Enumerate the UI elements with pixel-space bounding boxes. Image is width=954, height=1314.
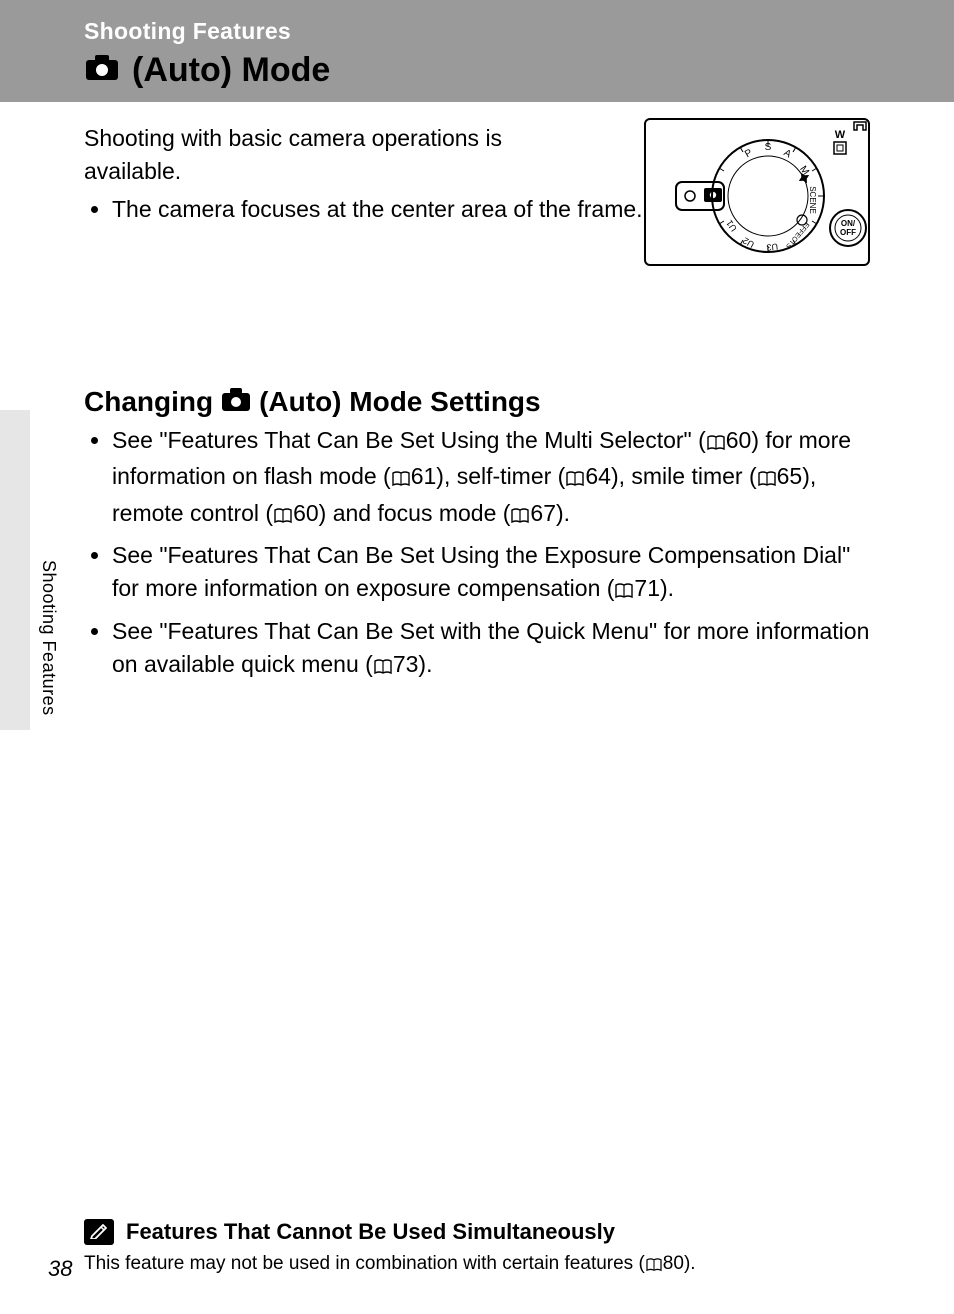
page-ref: 60	[293, 500, 319, 526]
text-fragment: ).	[418, 651, 432, 677]
svg-text:U3: U3	[766, 242, 778, 253]
manual-page: Shooting Features (Auto) Mode Shooting w…	[0, 0, 954, 1314]
text-fragment: ).	[684, 1253, 696, 1274]
intro-text: Shooting with basic camera operations is…	[84, 122, 604, 189]
book-icon	[273, 500, 293, 533]
book-icon	[510, 500, 530, 533]
body-area: Shooting with basic camera operations is…	[0, 102, 954, 684]
book-icon	[645, 1256, 663, 1278]
thumb-tab-block	[0, 410, 30, 730]
svg-text:OFF: OFF	[840, 228, 856, 237]
section-label: Shooting Features	[84, 18, 954, 45]
note-badge	[84, 1219, 114, 1245]
book-icon	[565, 463, 585, 496]
text-fragment: ), smile timer (	[611, 463, 757, 489]
book-icon	[757, 463, 777, 496]
book-icon	[706, 427, 726, 460]
text-fragment: This feature may not be used in combinat…	[84, 1253, 645, 1274]
page-title: (Auto) Mode	[132, 51, 330, 90]
book-icon	[614, 575, 634, 608]
text-fragment: ).	[660, 575, 674, 601]
page-ref: 80	[663, 1253, 684, 1274]
settings-bullet-2: See "Features That Can Be Set Using the …	[112, 539, 870, 609]
camera-icon	[84, 54, 120, 87]
page-ref: 61	[411, 463, 437, 489]
page-ref: 67	[530, 500, 556, 526]
note-title: Features That Cannot Be Used Simultaneou…	[126, 1219, 615, 1245]
page-ref: 73	[393, 651, 419, 677]
svg-text:EFFECTS: EFFECTS	[784, 220, 810, 249]
svg-text:SCENE: SCENE	[808, 186, 817, 214]
page-number: 38	[48, 1256, 72, 1282]
note-header-row: Features That Cannot Be Used Simultaneou…	[84, 1219, 870, 1245]
svg-text:S: S	[765, 142, 772, 153]
svg-text:ON/: ON/	[841, 219, 856, 228]
svg-text:A: A	[782, 147, 794, 160]
page-ref: 60	[726, 427, 752, 453]
footer-note: Features That Cannot Be Used Simultaneou…	[84, 1219, 870, 1278]
settings-bullets: See "Features That Can Be Set Using the …	[84, 424, 870, 684]
page-ref: 65	[777, 463, 803, 489]
svg-text:W: W	[835, 129, 846, 141]
camera-icon	[221, 388, 251, 417]
side-tab-label: Shooting Features	[38, 560, 59, 716]
header-band: Shooting Features (Auto) Mode	[0, 0, 954, 102]
settings-bullet-3: See "Features That Can Be Set with the Q…	[112, 615, 870, 685]
text-fragment: ).	[556, 500, 570, 526]
text-fragment: See "Features That Can Be Set with the Q…	[112, 618, 869, 677]
pencil-icon	[89, 1221, 109, 1244]
text-fragment: See "Features That Can Be Set Using the …	[112, 427, 706, 453]
svg-text:U2: U2	[741, 235, 756, 249]
settings-heading-suffix: (Auto) Mode Settings	[259, 386, 541, 418]
svg-text:P: P	[743, 147, 755, 160]
book-icon	[391, 463, 411, 496]
settings-bullet-1: See "Features That Can Be Set Using the …	[112, 424, 870, 533]
text-fragment: ) and focus mode (	[319, 500, 511, 526]
page-ref: 64	[585, 463, 611, 489]
settings-heading-row: Changing (Auto) Mode Settings	[84, 386, 870, 418]
book-icon	[373, 651, 393, 684]
text-fragment: ), self-timer (	[436, 463, 565, 489]
page-ref: 71	[634, 575, 660, 601]
page-title-row: (Auto) Mode	[84, 51, 954, 102]
camera-top-diagram: P S A M SCENE EFFECTS U3 U2 U1	[644, 118, 870, 266]
settings-heading-prefix: Changing	[84, 386, 213, 418]
note-body: This feature may not be used in combinat…	[84, 1253, 870, 1278]
text-fragment: See "Features That Can Be Set Using the …	[112, 542, 850, 601]
